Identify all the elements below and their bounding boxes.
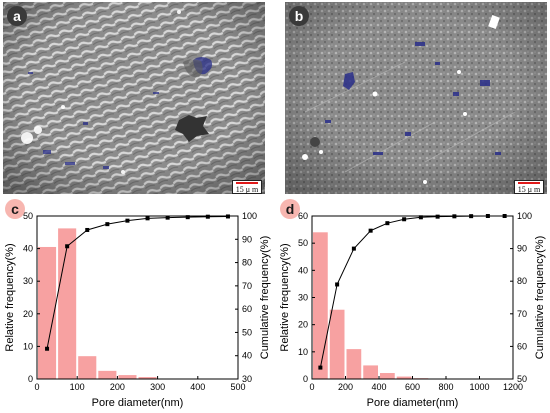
- ytick-label-d-2: 20: [298, 320, 308, 330]
- xtick-label-d-4: 800: [438, 382, 453, 392]
- panel-badge-d: [280, 199, 300, 219]
- cumulative-point-c-2: [85, 227, 90, 232]
- xtick-label-c-3: 300: [150, 382, 165, 392]
- sem-image-b: b 15 μ m: [285, 2, 547, 194]
- cumulative-line-d: [319, 215, 505, 368]
- bar-d-0: [313, 232, 328, 379]
- xtick-label-d-5: 1000: [469, 382, 489, 392]
- xtick-label-d-0: 0: [309, 382, 314, 392]
- ytick-label-c-2: 20: [23, 309, 33, 319]
- bar-d-1: [329, 309, 345, 379]
- y2tick-label-d-2: 70: [517, 309, 527, 319]
- plot-frame-c: [36, 215, 239, 380]
- xtick-label-d-2: 400: [371, 382, 386, 392]
- ytick-label-c-4: 40: [23, 244, 33, 254]
- cumulative-point-c-9: [225, 214, 230, 219]
- cumulative-point-c-3: [105, 222, 110, 227]
- cumulative-point-d-11: [502, 214, 507, 218]
- y2tick-label-d-4: 90: [517, 244, 527, 254]
- ytick-label-c-0: 0: [28, 374, 33, 384]
- y2tick-label-c-0: 30: [242, 374, 252, 384]
- y2tick-label-d-3: 80: [517, 276, 527, 286]
- panel-badge-c: [5, 199, 25, 219]
- ytick-label-d-5: 50: [298, 238, 308, 248]
- ytick-label-c-1: 10: [23, 341, 33, 351]
- bar-c-0: [38, 246, 57, 379]
- cumulative-point-d-0: [318, 365, 323, 370]
- scale-text-b: 15 μ m: [517, 185, 541, 194]
- xtick-label-d-1: 200: [338, 382, 353, 392]
- bar-d-3: [363, 365, 378, 379]
- scale-text-a: 15 μ m: [235, 185, 259, 194]
- ylabel-c: Relative frequency(%): [4, 243, 16, 351]
- xtick-label-c-1: 100: [70, 382, 85, 392]
- panel-label-c: c: [11, 201, 19, 217]
- xtick-label-c-4: 400: [190, 382, 205, 392]
- cumulative-point-c-7: [185, 215, 190, 220]
- bar-c-1: [58, 228, 77, 379]
- bar-d-5: [396, 376, 412, 379]
- panel-label-d: d: [286, 201, 295, 217]
- cumulative-point-d-1: [335, 282, 340, 287]
- y2label-c: Cumulative frequency(%): [259, 236, 271, 360]
- xtick-label-c-5: 500: [230, 382, 245, 392]
- y2tick-label-c-4: 70: [242, 281, 252, 291]
- cumulative-line-c: [46, 215, 228, 349]
- ytick-label-d-0: 0: [303, 374, 308, 384]
- bar-d-2: [346, 349, 362, 379]
- y2tick-label-d-5: 100: [517, 211, 532, 221]
- scale-bar-b: 15 μ m: [514, 180, 544, 194]
- y2label-d: Cumulative frequency(%): [534, 236, 546, 360]
- cumulative-point-d-8: [452, 214, 457, 219]
- bar-d-4: [380, 373, 395, 379]
- chart-d: 0 200 400 600 800 1000 1200 0 10 20 30 40 50 60 50 60 70…: [279, 199, 546, 409]
- ytick-label-d-4: 40: [298, 265, 308, 275]
- cumulative-point-c-4: [125, 218, 130, 223]
- xlabel-d: Pore diameter(nm): [367, 397, 459, 409]
- ytick-label-c-3: 30: [23, 276, 33, 286]
- ytick-label-d-1: 10: [298, 347, 308, 357]
- cumulative-point-c-1: [65, 244, 70, 249]
- y2tick-label-c-2: 50: [242, 327, 252, 337]
- y2tick-label-d-1: 60: [517, 341, 527, 351]
- panel-label-a: a: [7, 6, 27, 26]
- xlabel-c: Pore diameter(nm): [92, 397, 184, 409]
- y2tick-label-c-1: 40: [242, 351, 252, 361]
- scale-bar-a: 15 μ m: [232, 180, 262, 194]
- cumulative-point-d-9: [469, 214, 474, 219]
- ytick-label-c-5: 50: [23, 211, 33, 221]
- y2tick-label-c-7: 100: [242, 211, 257, 221]
- sem-image-a: a 15 μ m: [3, 2, 265, 194]
- bar-c-2: [78, 356, 97, 379]
- cumulative-point-d-3: [368, 228, 373, 233]
- panel-label-b: b: [289, 6, 309, 26]
- xtick-label-c-2: 200: [110, 382, 125, 392]
- xtick-label-d-6: 1200: [503, 382, 523, 392]
- y2tick-label-c-6: 90: [242, 234, 252, 244]
- bar-c-4: [118, 375, 137, 379]
- cumulative-point-d-7: [435, 214, 440, 219]
- bar-c-3: [98, 370, 117, 379]
- cumulative-point-d-6: [418, 215, 423, 220]
- xtick-label-d-3: 600: [405, 382, 420, 392]
- ylabel-d: Relative frequency(%): [279, 243, 291, 351]
- y2tick-label-c-5: 80: [242, 258, 252, 268]
- cumulative-point-d-2: [351, 246, 356, 251]
- cumulative-point-d-10: [485, 214, 490, 218]
- bar-c-5: [138, 377, 157, 379]
- chart-c: 0 100 200 300 400 500 0 10 20 30 40 50 30 40 50 60 70 80 9…: [4, 199, 271, 409]
- cumulative-point-c-5: [145, 216, 150, 221]
- pore-blue-patches-b: [325, 42, 501, 155]
- ytick-label-d-3: 30: [298, 293, 308, 303]
- cumulative-point-c-8: [205, 214, 210, 219]
- cumulative-point-c-6: [165, 215, 170, 220]
- cumulative-point-d-5: [402, 217, 407, 222]
- cumulative-point-d-4: [385, 221, 390, 226]
- ytick-label-d-6: 60: [298, 211, 308, 221]
- y2tick-label-c-3: 60: [242, 304, 252, 314]
- xtick-label-c-0: 0: [34, 382, 39, 392]
- cumulative-point-c-0: [45, 346, 50, 351]
- y2tick-label-d-0: 50: [517, 374, 527, 384]
